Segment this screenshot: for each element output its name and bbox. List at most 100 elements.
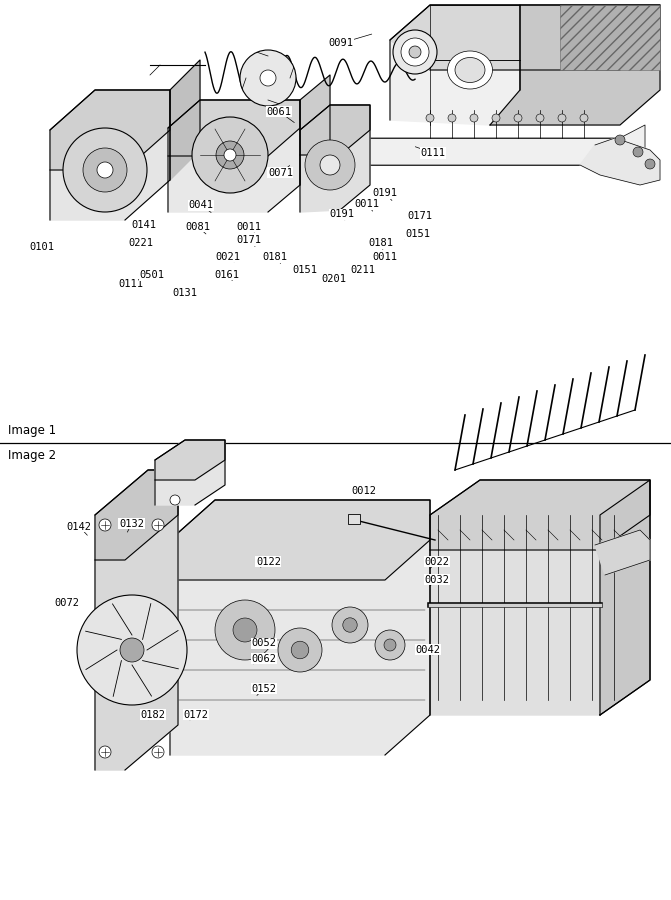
Circle shape [83, 148, 127, 192]
Circle shape [97, 162, 113, 178]
Circle shape [77, 595, 187, 705]
Text: 0171: 0171 [407, 211, 432, 221]
Polygon shape [170, 500, 430, 755]
Text: 0012: 0012 [352, 486, 377, 497]
Circle shape [278, 628, 322, 672]
Polygon shape [95, 470, 178, 560]
Circle shape [645, 159, 655, 169]
Circle shape [615, 135, 625, 145]
Text: 0022: 0022 [424, 556, 450, 567]
Circle shape [99, 746, 111, 758]
Circle shape [215, 600, 275, 660]
Text: 0181: 0181 [262, 252, 288, 263]
Polygon shape [168, 100, 300, 156]
Text: 0021: 0021 [215, 251, 241, 262]
Text: 0042: 0042 [415, 644, 441, 655]
Text: 0181: 0181 [368, 238, 393, 248]
Circle shape [233, 618, 257, 642]
Circle shape [224, 149, 236, 161]
Text: 0142: 0142 [66, 521, 92, 532]
Text: 0201: 0201 [321, 274, 346, 284]
Polygon shape [390, 5, 660, 70]
Text: 0501: 0501 [139, 270, 164, 281]
Polygon shape [595, 530, 650, 575]
Circle shape [536, 114, 544, 122]
Text: 0052: 0052 [251, 638, 276, 649]
Ellipse shape [448, 51, 493, 89]
Polygon shape [170, 60, 200, 180]
Text: 0171: 0171 [236, 235, 262, 246]
Circle shape [426, 114, 434, 122]
Circle shape [291, 641, 309, 659]
Text: Image 1: Image 1 [8, 424, 56, 436]
Polygon shape [170, 500, 430, 580]
Text: 0132: 0132 [119, 518, 144, 529]
Polygon shape [300, 105, 370, 155]
Text: 0191: 0191 [372, 188, 398, 199]
Text: 0151: 0151 [405, 229, 431, 239]
Circle shape [260, 70, 276, 86]
Polygon shape [580, 138, 660, 185]
Text: 0141: 0141 [132, 220, 157, 230]
Text: 0122: 0122 [256, 556, 281, 567]
Text: 0061: 0061 [266, 106, 292, 117]
Circle shape [375, 630, 405, 660]
Polygon shape [50, 90, 170, 170]
Circle shape [393, 30, 437, 74]
Circle shape [216, 141, 244, 169]
Text: 0182: 0182 [140, 709, 166, 720]
Circle shape [580, 114, 588, 122]
Circle shape [343, 617, 357, 632]
Polygon shape [490, 5, 660, 125]
Circle shape [409, 46, 421, 58]
Circle shape [120, 638, 144, 662]
Polygon shape [95, 470, 178, 770]
Circle shape [63, 128, 147, 212]
Circle shape [401, 38, 429, 66]
Polygon shape [430, 480, 650, 715]
Polygon shape [600, 480, 650, 715]
Polygon shape [390, 5, 520, 125]
Text: 0081: 0081 [185, 221, 211, 232]
Polygon shape [50, 90, 170, 220]
Circle shape [448, 114, 456, 122]
Text: 0152: 0152 [251, 683, 276, 694]
Circle shape [320, 155, 340, 175]
Polygon shape [300, 105, 370, 212]
Text: 0161: 0161 [214, 269, 240, 280]
Polygon shape [430, 480, 650, 550]
Circle shape [240, 50, 296, 106]
Text: 0101: 0101 [29, 242, 54, 253]
Text: Image 2: Image 2 [8, 449, 56, 462]
Polygon shape [300, 75, 330, 185]
Text: 0011: 0011 [372, 251, 398, 262]
Circle shape [633, 147, 643, 157]
Text: 0111: 0111 [118, 279, 144, 290]
Polygon shape [168, 100, 300, 212]
Circle shape [470, 114, 478, 122]
Text: 0072: 0072 [54, 598, 80, 608]
Circle shape [99, 519, 111, 531]
Circle shape [492, 114, 500, 122]
Circle shape [384, 639, 396, 651]
Text: 0131: 0131 [172, 287, 197, 298]
Circle shape [558, 114, 566, 122]
Polygon shape [240, 125, 645, 165]
Circle shape [514, 114, 522, 122]
Polygon shape [155, 440, 225, 480]
Polygon shape [560, 5, 660, 70]
Text: 0221: 0221 [128, 238, 154, 248]
Text: 0172: 0172 [183, 709, 209, 720]
Circle shape [152, 746, 164, 758]
Polygon shape [155, 440, 225, 505]
Circle shape [170, 495, 180, 505]
Text: 0151: 0151 [292, 265, 317, 275]
Text: 0111: 0111 [420, 148, 446, 158]
Circle shape [332, 607, 368, 643]
Text: 0091: 0091 [328, 38, 354, 49]
Ellipse shape [455, 58, 485, 83]
Circle shape [192, 117, 268, 193]
Text: 0191: 0191 [329, 209, 354, 220]
Text: 0062: 0062 [251, 653, 276, 664]
Text: 0211: 0211 [350, 265, 376, 275]
